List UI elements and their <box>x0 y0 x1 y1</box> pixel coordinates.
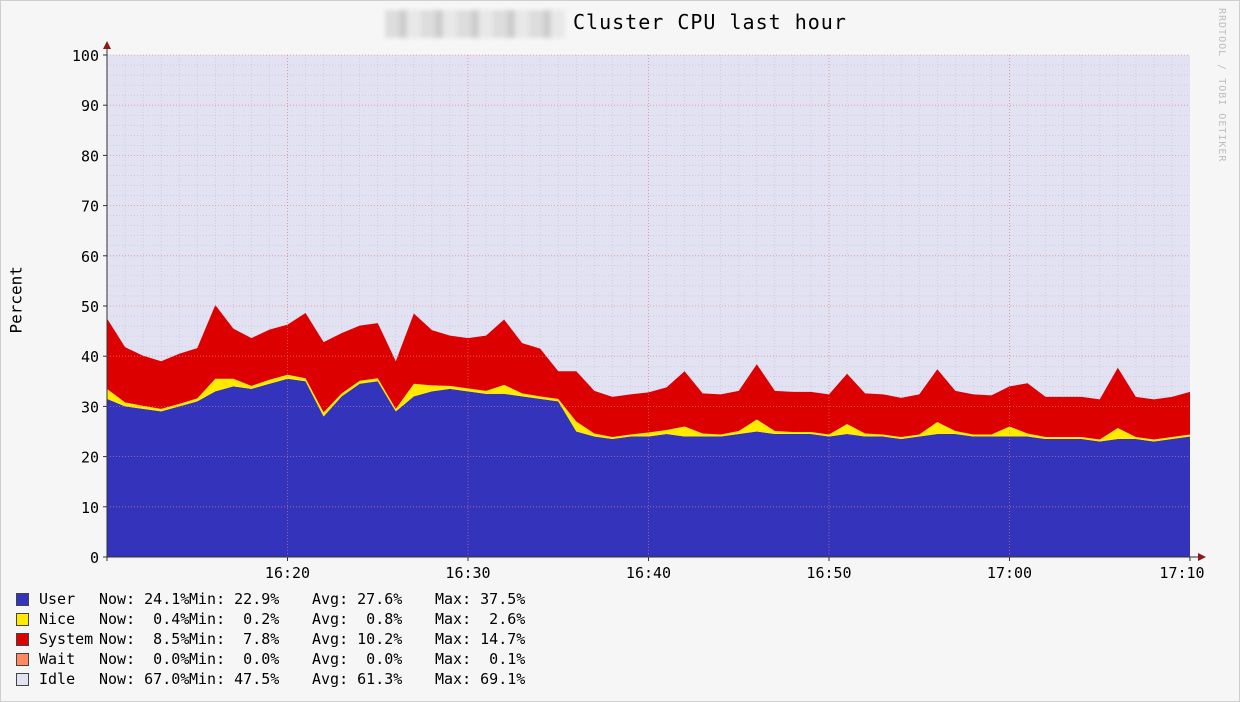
y-tick-label: 30 <box>81 398 99 416</box>
legend-stat-max: Max: 2.6% <box>435 610 526 628</box>
legend-stat-avg: Avg: 10.2% <box>312 630 403 648</box>
legend-stat-avg: Avg: 0.0% <box>312 650 403 668</box>
legend-swatch <box>16 592 29 606</box>
legend-swatch <box>16 652 29 666</box>
legend-stat-min: Min: 0.0% <box>189 650 280 668</box>
y-tick-label: 40 <box>81 348 99 366</box>
y-tick-label: 100 <box>72 47 99 65</box>
legend-stat-min: Min: 0.2% <box>189 610 280 628</box>
x-tick-label: 16:30 <box>445 564 490 582</box>
y-tick-label: 60 <box>81 248 99 266</box>
legend-stat-min: Min: 7.8% <box>189 630 280 648</box>
redacted-hostname <box>385 10 565 38</box>
legend-series-name: System <box>39 630 94 648</box>
legend-stat-avg: Avg: 0.8% <box>312 610 403 628</box>
legend-row-system: System Now: 8.5% Min: 7.8% Avg: 10.2% Max: 1… <box>16 629 558 649</box>
legend-stat-max: Max: 14.7% <box>435 630 526 648</box>
y-tick-label: 50 <box>81 298 99 316</box>
series-area-user <box>107 378 1190 557</box>
legend-stat-avg: Avg: 61.3% <box>312 670 403 688</box>
y-tick-label: 80 <box>81 147 99 165</box>
x-tick-label: 17:10 <box>1159 564 1204 582</box>
x-tick-label: 16:50 <box>806 564 851 582</box>
y-axis-arrow <box>103 41 111 49</box>
legend-row-wait: Wait Now: 0.0% Min: 0.0% Avg: 0.0% Max: 0.1% <box>16 649 558 669</box>
legend-row-user: User Now: 24.1% Min: 22.9% Avg: 27.6% Max: 3… <box>16 589 558 609</box>
legend-stat-avg: Avg: 27.6% <box>312 590 403 608</box>
x-tick-label: 17:00 <box>987 564 1032 582</box>
legend-stat-now: Now: 0.4% <box>99 610 190 628</box>
legend-stat-max: Max: 0.1% <box>435 650 526 668</box>
y-tick-label: 90 <box>81 97 99 115</box>
y-tick-label: 20 <box>81 449 99 467</box>
legend-stat-min: Min: 47.5% <box>189 670 280 688</box>
legend-stat-max: Max: 37.5% <box>435 590 526 608</box>
legend-swatch <box>16 672 29 686</box>
y-tick-label: 10 <box>81 499 99 517</box>
legend-stat-now: Now: 8.5% <box>99 630 190 648</box>
legend: User Now: 24.1% Min: 22.9% Avg: 27.6% Max: 3… <box>16 589 558 689</box>
legend-stat-now: Now: 67.0% <box>99 670 190 688</box>
x-tick-label: 16:40 <box>626 564 671 582</box>
legend-series-name: Nice <box>39 610 76 628</box>
legend-row-nice: Nice Now: 0.4% Min: 0.2% Avg: 0.8% Max: 2.6% <box>16 609 558 629</box>
legend-stat-now: Now: 0.0% <box>99 650 190 668</box>
legend-row-idle: Idle Now: 67.0% Min: 47.5% Avg: 61.3% Max: 6… <box>16 669 558 689</box>
legend-series-name: Idle <box>39 670 76 688</box>
series-area-system <box>107 304 1190 440</box>
legend-swatch <box>16 612 29 626</box>
legend-swatch <box>16 632 29 646</box>
legend-series-name: User <box>39 590 76 608</box>
chart-title: Cluster CPU last hour <box>573 10 847 34</box>
series-area-nice <box>107 374 1190 442</box>
legend-stat-now: Now: 24.1% <box>99 590 190 608</box>
y-tick-label: 0 <box>90 549 99 567</box>
x-axis-arrow <box>1198 553 1206 561</box>
legend-stat-max: Max: 69.1% <box>435 670 526 688</box>
rrdtool-watermark: RRDTOOL / TOBI OETIKER <box>1216 8 1227 163</box>
legend-series-name: Wait <box>39 650 76 668</box>
x-tick-label: 16:20 <box>265 564 310 582</box>
y-tick-label: 70 <box>81 198 99 216</box>
legend-stat-min: Min: 22.9% <box>189 590 280 608</box>
